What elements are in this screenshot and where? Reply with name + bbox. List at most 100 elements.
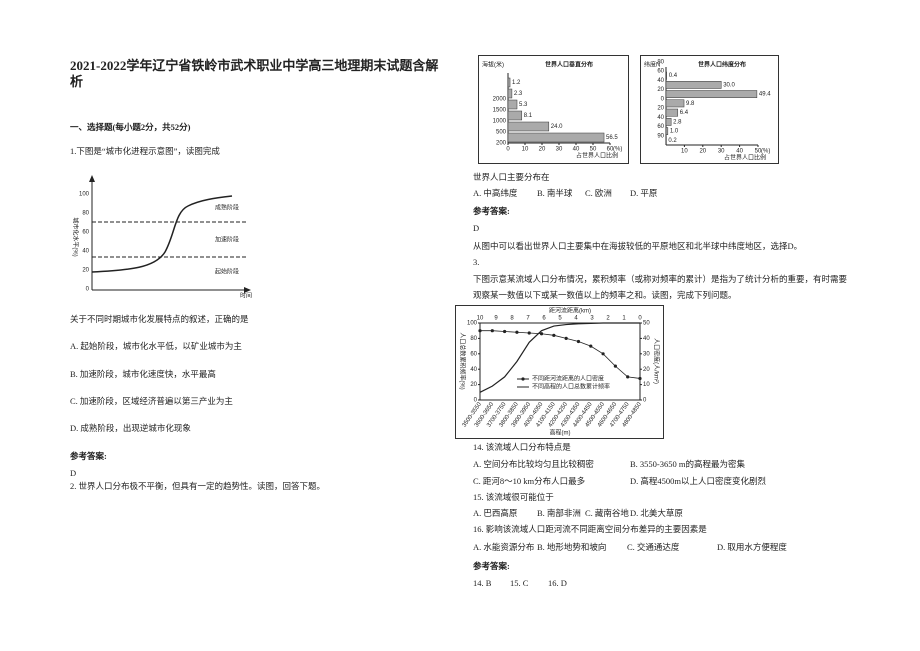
axis-label: 距河流距离(km) xyxy=(549,307,591,315)
option: D. 平原 xyxy=(630,188,658,198)
axis-label: 占世界人口比例 xyxy=(576,152,618,160)
row-label: 90 xyxy=(657,133,664,139)
value-label: 0.2 xyxy=(668,138,677,144)
y-tick-label: 100 xyxy=(467,321,478,327)
x-tick-label: 40 xyxy=(736,149,743,155)
axis-label: 纬度N xyxy=(644,61,660,69)
x-tick-label: 60 xyxy=(607,147,614,153)
bar xyxy=(665,71,667,80)
point xyxy=(601,352,605,356)
row-label: 20 xyxy=(657,106,664,112)
point xyxy=(539,332,544,336)
option: C. 藏南谷地 xyxy=(585,508,629,518)
answer: 15. C xyxy=(510,578,529,588)
row-label: 500 xyxy=(496,130,507,136)
stage-label: 加速阶段 xyxy=(215,236,239,244)
question-stem: 1.下图是“城市化进程示意图”，读图完成 xyxy=(70,146,220,156)
answer: D xyxy=(473,223,480,233)
axis-label: 占世界人口比例 xyxy=(724,154,766,162)
row-label: 0 xyxy=(661,96,665,102)
row-label: 1500 xyxy=(493,108,507,114)
x-tick-label: 20 xyxy=(539,147,546,153)
bar-chart: 世界人口垂直分布海拔(米)2000150010005002001.22.35.3… xyxy=(478,55,629,164)
x-tick-label: 30 xyxy=(556,147,563,153)
y-tick-label: 80 xyxy=(470,336,477,342)
option: A. 巴西高原 xyxy=(473,508,518,518)
y-tick-label: 0 xyxy=(474,398,478,404)
value-label: 49.4 xyxy=(759,92,771,98)
y-tick-label: 40 xyxy=(82,249,89,255)
x-tick-label: 0 xyxy=(506,147,510,153)
plot-area xyxy=(479,322,641,401)
axis-label: 人口总数累积频率(%) xyxy=(458,332,466,389)
top-tick-label: 0 xyxy=(638,316,642,322)
arrow xyxy=(89,175,95,182)
point xyxy=(589,344,593,348)
y-tick-label: 100 xyxy=(79,192,90,198)
legend-swatch xyxy=(521,377,525,381)
option: B. 南部非洲 xyxy=(537,508,581,518)
value-label: 30.0 xyxy=(723,82,735,88)
point xyxy=(552,333,556,337)
bar xyxy=(507,88,513,99)
x-tick-label: 50 xyxy=(755,149,762,155)
frame xyxy=(640,55,779,164)
question: 14. 该流域人口分布特点是 xyxy=(473,442,571,452)
point xyxy=(527,331,531,335)
row-label: 1000 xyxy=(493,119,507,125)
chart-title: 世界人口纬度分布 xyxy=(698,61,746,69)
top-tick-label: 4 xyxy=(574,316,578,322)
y-tick-label: 20 xyxy=(82,268,89,274)
series-line xyxy=(480,330,641,379)
y-tick-label: 40 xyxy=(470,367,477,373)
point xyxy=(626,375,630,379)
point xyxy=(490,329,494,333)
y2-tick-label: 0 xyxy=(643,398,647,404)
answer: D xyxy=(70,468,77,478)
point xyxy=(515,330,519,334)
top-tick-label: 7 xyxy=(526,316,530,322)
bar xyxy=(507,121,550,132)
top-tick-label: 1 xyxy=(622,316,626,322)
value-label: 24.0 xyxy=(551,124,563,130)
row-label: 20 xyxy=(657,87,664,93)
section: 一、选择题(每小题2分，共52分) xyxy=(70,122,191,132)
y-tick-label: 0 xyxy=(86,287,90,293)
option: A. 空间分布比较均匀且比较稠密 xyxy=(473,459,594,469)
x-tick-label: 40 xyxy=(573,147,580,153)
legend-label: 不同距河流距离的人口密度 xyxy=(532,375,604,383)
point xyxy=(503,329,507,334)
stage-label: 成熟阶段 xyxy=(215,204,239,212)
point xyxy=(613,364,617,368)
axis-label: 海拔(米) xyxy=(482,61,504,69)
question: 15. 该流域很可能位于 xyxy=(473,492,554,502)
option: C. 交通通达度 xyxy=(627,542,680,552)
point xyxy=(638,376,642,381)
option: B. 3550-3650 m的高程最为密集 xyxy=(630,459,745,469)
question: 16. 影响该流域人口距河流不同距离空间分布差异的主要因素是 xyxy=(473,524,707,534)
option: D. 取用水方便程度 xyxy=(717,542,787,552)
bar xyxy=(665,81,722,89)
top-tick-label: 6 xyxy=(542,316,546,322)
value-label: 5.3 xyxy=(519,102,528,108)
x-tick-label: 30 xyxy=(718,149,725,155)
question-stem: 观察某一数值以下或某一数值以上的频率之和。读图，完成下列问题。 xyxy=(473,290,737,300)
top-tick-label: 3 xyxy=(590,316,594,322)
explanation: 从图中可以看出世界人口主要集中在海拔较低的平原地区和北半球中纬度地区，选择D。 xyxy=(473,241,803,251)
value-label: 9.8 xyxy=(686,101,695,107)
frame xyxy=(455,305,664,439)
option: B. 地形地势和坡向 xyxy=(537,542,607,552)
top-tick-label: 9 xyxy=(494,316,498,322)
y2-tick-label: 50 xyxy=(643,321,650,327)
row-label: 2000 xyxy=(493,97,507,103)
stage-label: 起始阶段 xyxy=(215,268,239,276)
point xyxy=(564,336,568,340)
y2-tick-label: 30 xyxy=(643,351,650,357)
top-tick-label: 10 xyxy=(477,316,484,322)
answer: 16. D xyxy=(548,578,567,588)
point xyxy=(478,329,482,333)
series-line xyxy=(479,322,640,393)
question-number: 3. xyxy=(473,257,480,267)
